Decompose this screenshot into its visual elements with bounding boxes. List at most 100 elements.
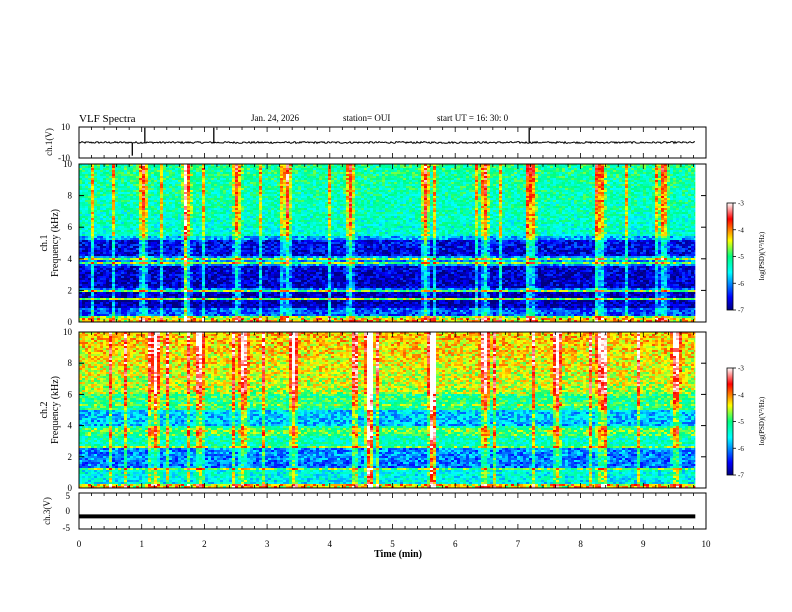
spectrogram-cell	[205, 172, 208, 174]
spectrogram-cell	[106, 208, 109, 210]
spectrogram-cell	[187, 260, 190, 262]
spectrogram-cell	[202, 260, 205, 262]
spectrogram-cell	[94, 210, 97, 212]
spectrogram-cell	[259, 230, 262, 232]
spectrogram-cell	[97, 318, 100, 320]
spectrogram-cell	[115, 284, 118, 286]
spectrogram-cell	[154, 234, 157, 236]
spectrogram-cell	[139, 236, 142, 238]
spectrogram-cell	[169, 180, 172, 182]
spectrogram-cell	[88, 200, 91, 202]
spectrogram-cell	[199, 318, 202, 320]
spectrogram-cell	[124, 276, 127, 278]
spectrogram-cell	[133, 300, 136, 302]
spectrogram-cell	[121, 198, 124, 200]
spectrogram-cell	[127, 210, 130, 212]
spectrogram-cell	[196, 212, 199, 214]
spectrogram-cell	[163, 306, 166, 308]
spectrogram-cell	[91, 230, 94, 232]
spectrogram-cell	[79, 208, 82, 210]
spectrogram-cell	[133, 298, 136, 300]
spectrogram-cell	[220, 304, 223, 306]
spectrogram-cell	[118, 320, 121, 322]
spectrogram-cell	[109, 272, 112, 274]
spectrogram-cell	[94, 222, 97, 224]
spectrogram-cell	[205, 300, 208, 302]
spectrogram-cell	[223, 202, 226, 204]
spectrogram-cell	[103, 282, 106, 284]
spectrogram-cell	[256, 204, 259, 206]
spectrogram-cell	[244, 174, 247, 176]
spectrogram-cell	[187, 210, 190, 212]
spectrogram-cell	[142, 174, 145, 176]
spectrogram-cell	[166, 188, 169, 190]
spectrogram-cell	[229, 316, 232, 318]
spectrogram-cell	[97, 224, 100, 226]
spectrogram-cell	[109, 182, 112, 184]
spectrogram-cell	[181, 288, 184, 290]
spectrogram-cell	[172, 206, 175, 208]
spectrogram-cell	[241, 242, 244, 244]
spectrogram-cell	[229, 244, 232, 246]
spectrogram-cell	[199, 220, 202, 222]
spectrogram-cell	[223, 186, 226, 188]
spectrogram-cell	[259, 320, 262, 322]
spectrogram-cell	[115, 220, 118, 222]
spectrogram-cell	[205, 238, 208, 240]
spectrogram-cell	[220, 256, 223, 258]
spectrogram-cell	[193, 314, 196, 316]
spectrogram-cell	[133, 318, 136, 320]
spectrogram-cell	[166, 310, 169, 312]
spectrogram-cell	[172, 318, 175, 320]
spectrogram-cell	[187, 320, 190, 322]
spectrogram-cell	[262, 296, 265, 298]
spectrogram-cell	[214, 256, 217, 258]
spectrogram-cell	[217, 300, 220, 302]
spectrogram-cell	[184, 234, 187, 236]
spectrogram-cell	[220, 264, 223, 266]
spectrogram-cell	[157, 320, 160, 322]
spectrogram-cell	[109, 280, 112, 282]
spectrogram-cell	[124, 218, 127, 220]
spectrogram-cell	[97, 266, 100, 268]
spectrogram-cell	[241, 232, 244, 234]
spectrogram-cell	[112, 308, 115, 310]
spectrogram-cell	[241, 300, 244, 302]
spectrogram-cell	[175, 232, 178, 234]
spectrogram-cell	[85, 270, 88, 272]
spectrogram-cell	[79, 204, 82, 206]
spectrogram-cell	[259, 264, 262, 266]
spectrogram-cell	[226, 194, 229, 196]
spectrogram-cell	[124, 286, 127, 288]
spectrogram-cell	[154, 222, 157, 224]
spectrogram-cell	[142, 224, 145, 226]
spectrogram-cell	[199, 272, 202, 274]
spectrogram-cell	[184, 296, 187, 298]
spectrogram-cell	[262, 286, 265, 288]
spectrogram-cell	[151, 278, 154, 280]
spectrogram-cell	[247, 298, 250, 300]
spectrogram-cell	[199, 296, 202, 298]
spectrogram-cell	[256, 282, 259, 284]
spectrogram-cell	[265, 214, 268, 216]
spectrogram-cell	[256, 252, 259, 254]
spectrogram-cell	[241, 184, 244, 186]
spectrogram-cell	[256, 172, 259, 174]
spectrogram-cell	[247, 282, 250, 284]
spectrogram-cell	[151, 194, 154, 196]
spectrogram-cell	[136, 238, 139, 240]
spectrogram-cell	[223, 320, 226, 322]
spectrogram-cell	[247, 220, 250, 222]
spectrogram-cell	[172, 242, 175, 244]
spectrogram-cell	[160, 200, 163, 202]
spectrogram-cell	[253, 190, 256, 192]
spectrogram-cell	[190, 294, 193, 296]
spectrogram-cell	[265, 290, 268, 292]
spectrogram-cell	[232, 216, 235, 218]
spectrogram-cell	[97, 186, 100, 188]
spectrogram-cell	[112, 318, 115, 320]
spectrogram-cell	[145, 200, 148, 202]
spectrogram-cell	[205, 178, 208, 180]
spectrogram-cell	[124, 212, 127, 214]
spectrogram-cell	[106, 262, 109, 264]
